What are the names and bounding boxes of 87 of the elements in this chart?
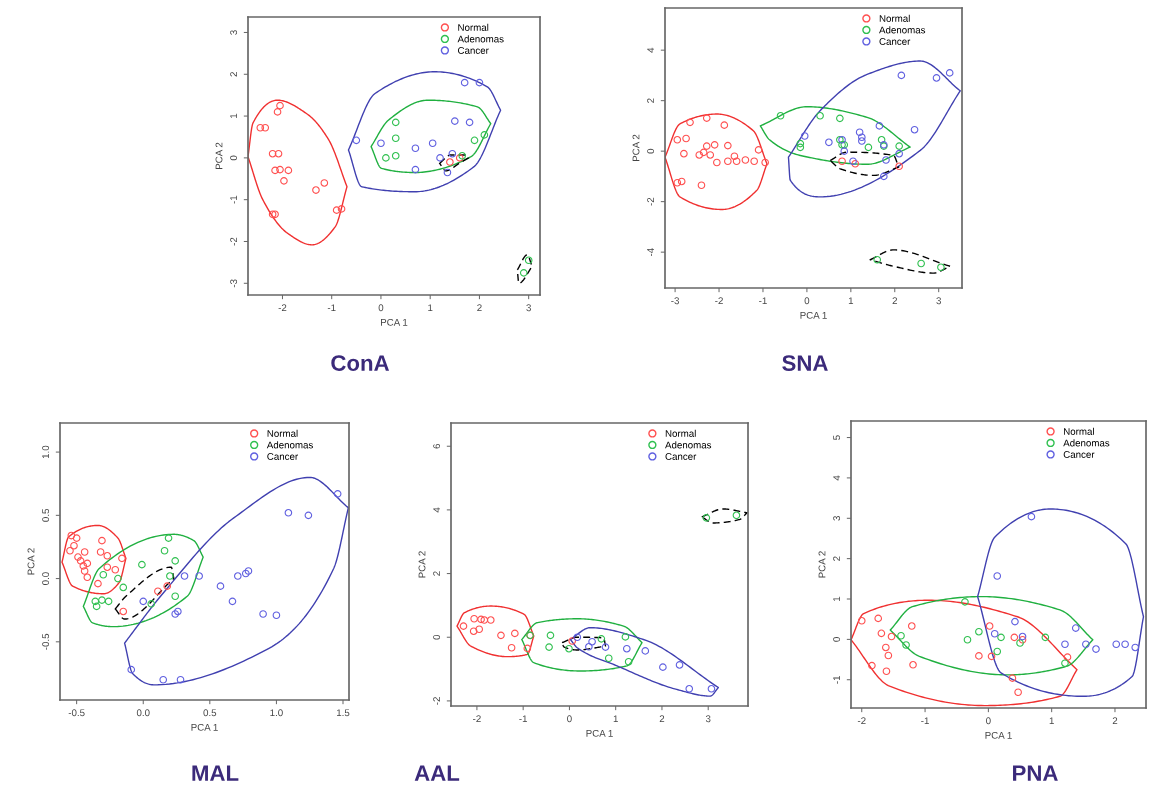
x-tick-label: 3: [526, 304, 531, 312]
y-tick-label: 2: [433, 571, 440, 576]
x-tick-label: 0: [804, 297, 810, 305]
x-tick-label: -2: [857, 717, 866, 725]
y-tick-label: 1: [230, 113, 237, 119]
y-tick-label: -2: [230, 237, 237, 246]
y-tick-label: 0: [647, 148, 655, 154]
x-tick-label: 3: [936, 297, 941, 305]
legend-label: Cancer: [879, 38, 911, 45]
x-tick-label: -1: [519, 715, 528, 723]
x-tick-label: -1: [759, 297, 767, 305]
x-axis-title: PCA 1: [985, 731, 1012, 739]
legend-label: Cancer: [1063, 451, 1095, 458]
y-axis-title: PCA 2: [27, 548, 35, 575]
x-tick-label: 1: [1049, 717, 1054, 725]
text: SNA: [782, 355, 828, 371]
text: MAL: [192, 765, 239, 781]
y-axis-title: PCA 2: [818, 551, 826, 578]
y-tick-label: -2: [433, 697, 440, 705]
x-axis-title: PCA 1: [381, 318, 408, 326]
x-axis-title: PCA 1: [191, 723, 218, 731]
y-tick-label: 1: [833, 596, 840, 601]
x-tick-label: 1: [613, 715, 618, 723]
x-tick-label: 2: [892, 297, 897, 305]
x-tick-label: 1.0: [270, 709, 283, 717]
y-tick-label: 0: [833, 637, 841, 642]
x-tick-label: 2: [477, 304, 482, 312]
y-axis-title: PCA 2: [418, 551, 426, 578]
y-tick-label: 0: [230, 155, 238, 161]
y-tick-label: 0.0: [42, 572, 50, 585]
y-tick-label: 5: [833, 435, 841, 440]
x-tick-label: 3: [705, 715, 711, 723]
x-tick-label: -2: [473, 715, 481, 723]
x-tick-label: 1.5: [336, 709, 350, 717]
x-tick-label: -2: [715, 297, 723, 305]
x-tick-label: 0: [378, 304, 384, 312]
x-tick-label: 0: [986, 717, 991, 725]
y-tick-label: 3: [230, 30, 238, 35]
y-tick-label: -2: [647, 197, 654, 206]
x-tick-label: 0.5: [203, 709, 217, 717]
legend-label: Adenomas: [457, 35, 504, 43]
text: AAL: [414, 765, 460, 781]
x-tick-label: -0.5: [68, 709, 85, 717]
legend-label: Adenomas: [266, 441, 313, 449]
y-tick-label: 2: [647, 98, 654, 103]
y-tick-label: -0.5: [42, 633, 50, 650]
x-tick-label: 2: [659, 715, 665, 723]
x-tick-label: -1: [921, 717, 929, 725]
legend-label: Normal: [267, 429, 298, 437]
x-axis-title: PCA 1: [800, 311, 827, 319]
y-tick-label: -1: [833, 675, 840, 684]
x-tick-label: 2: [1112, 717, 1118, 725]
legend-label: Normal: [458, 23, 489, 31]
y-tick-label: 0: [433, 634, 441, 640]
y-tick-label: 4: [833, 475, 840, 481]
x-tick-label: -2: [278, 304, 287, 312]
x-tick-label: 1: [848, 297, 854, 305]
legend-label: Adenomas: [1063, 439, 1110, 447]
x-tick-label: 0: [567, 715, 572, 723]
legend-label: Normal: [879, 14, 910, 22]
y-tick-label: -1: [230, 195, 237, 204]
legend-label: Cancer: [665, 453, 697, 460]
legend-label: Normal: [665, 429, 696, 437]
y-tick-label: 2: [833, 556, 840, 561]
x-tick-label: 0.0: [136, 709, 150, 717]
legend-label: Normal: [1064, 427, 1094, 435]
y-tick-label: 6: [433, 443, 441, 449]
y-tick-label: 4: [433, 507, 440, 513]
legend-label: Cancer: [267, 453, 298, 460]
x-tick-label: -1: [327, 304, 336, 312]
text: PNA: [1013, 765, 1058, 781]
y-tick-label: 1.0: [42, 445, 50, 459]
y-tick-label: 0.5: [42, 508, 50, 522]
legend-label: Adenomas: [665, 441, 712, 449]
x-tick-label: -3: [671, 297, 679, 305]
y-tick-label: 2: [230, 72, 237, 77]
y-tick-label: 4: [647, 47, 654, 53]
x-axis-title: PCA 1: [586, 729, 613, 737]
y-tick-label: -3: [230, 279, 238, 288]
y-tick-label: 3: [833, 516, 841, 521]
y-axis-title: PCA 2: [215, 142, 223, 169]
legend-label: Adenomas: [879, 26, 926, 34]
y-tick-label: -4: [647, 248, 654, 257]
legend-label: Cancer: [458, 47, 489, 54]
text: ConA: [331, 355, 390, 371]
y-axis-title: PCA 2: [632, 134, 640, 161]
x-tick-label: 1: [428, 304, 433, 312]
